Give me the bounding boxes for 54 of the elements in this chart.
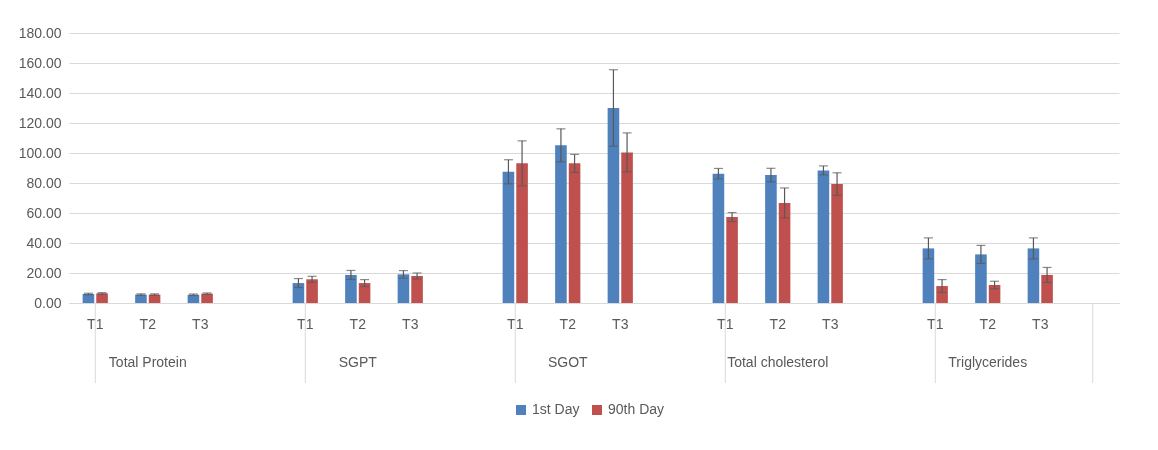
- bar: [765, 175, 777, 303]
- y-tick-label: 60.00: [26, 204, 62, 221]
- bar: [96, 293, 108, 303]
- legend-label: 1st Day: [532, 401, 580, 417]
- x-tick-label: T2: [139, 315, 157, 332]
- y-tick-label: 120.00: [18, 114, 62, 131]
- x-tick-label: T1: [297, 315, 314, 332]
- x-tick-label: T3: [612, 315, 629, 332]
- x-tick-label: T1: [87, 315, 104, 332]
- text: Triglycerides: [948, 354, 1028, 370]
- y-tick-label: 40.00: [26, 234, 62, 251]
- x-tick-label: T1: [717, 315, 734, 332]
- bar: [831, 184, 843, 303]
- y-tick-label: 0.00: [34, 294, 62, 311]
- bar: [988, 285, 1001, 303]
- bar: [568, 163, 581, 303]
- text: SGOT: [547, 354, 589, 370]
- x-tick-label: T3: [1032, 315, 1049, 332]
- y-tick-label: 140.00: [18, 84, 62, 101]
- bar: [135, 294, 147, 303]
- text: SGPT: [338, 354, 378, 370]
- x-tick-label: T3: [402, 315, 419, 332]
- bar: [817, 170, 830, 303]
- y-tick-label: 80.00: [26, 174, 62, 191]
- bar: [292, 283, 305, 303]
- y-tick-label: 180.00: [18, 24, 62, 41]
- x-tick-label: T2: [349, 315, 367, 332]
- bar: [1041, 274, 1053, 303]
- bar: [555, 145, 567, 303]
- bar: [726, 217, 738, 303]
- bar: [975, 254, 987, 303]
- y-tick-label: 160.00: [18, 54, 62, 71]
- x-tick-label: T1: [507, 315, 524, 332]
- x-tick-label: T2: [769, 315, 787, 332]
- bar: [516, 163, 528, 303]
- bar: [922, 248, 935, 303]
- x-tick-label: T3: [822, 315, 839, 332]
- bar: [778, 202, 791, 303]
- bar: [201, 293, 213, 303]
- text: Total Protein: [108, 354, 187, 370]
- bar: [1027, 248, 1040, 303]
- bar: [82, 294, 95, 303]
- x-tick-label: T2: [559, 315, 577, 332]
- bar: [712, 173, 725, 303]
- bar: [621, 152, 633, 303]
- x-tick-label: T2: [979, 315, 997, 332]
- text: Total cholesterol: [727, 354, 829, 370]
- bar: [502, 171, 515, 303]
- y-tick-label: 20.00: [26, 264, 62, 281]
- legend-label: 90th Day: [608, 401, 665, 417]
- x-tick-label: T3: [192, 315, 209, 332]
- y-tick-label: 100.00: [18, 144, 62, 161]
- bar: [607, 108, 620, 303]
- x-tick-label: T1: [927, 315, 944, 332]
